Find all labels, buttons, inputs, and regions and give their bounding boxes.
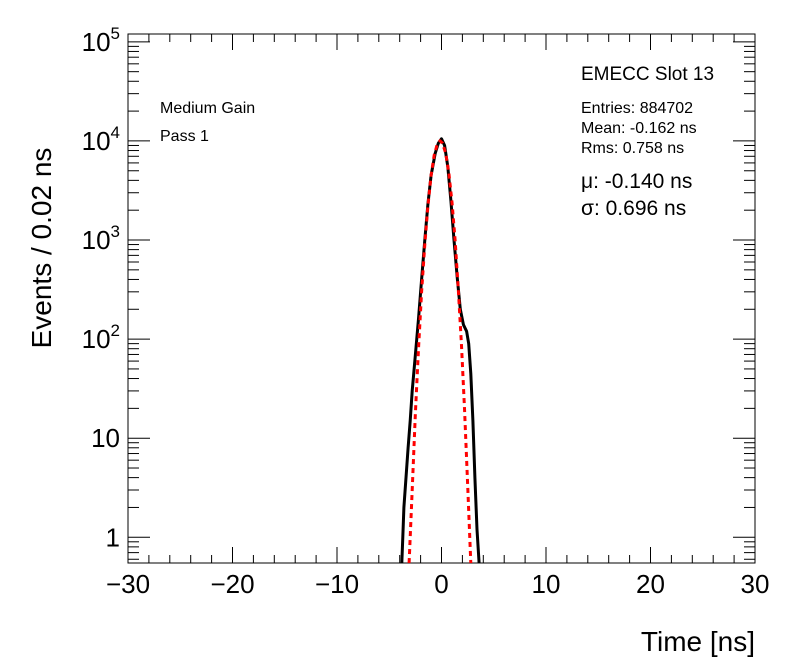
y-tick-label: 1 [106, 522, 120, 552]
x-tick-label: 20 [636, 569, 665, 599]
y-tick-label: 104 [82, 123, 120, 156]
x-tick-label: −20 [210, 569, 254, 599]
x-axis-label: Time [ns] [641, 626, 755, 657]
mu-label: μ: -0.140 ns [581, 170, 692, 193]
gain-label: Medium Gain [160, 100, 255, 117]
series-group [400, 137, 481, 564]
y-tick-label: 103 [82, 222, 120, 255]
entries-label: Entries: 884702 [581, 100, 693, 117]
mean-label: Mean: -0.162 ns [581, 120, 697, 137]
series-2-line [407, 139, 473, 564]
y-tick-label: 10 [91, 423, 120, 453]
x-tick-label: 0 [434, 569, 448, 599]
y-tick-label: 102 [82, 321, 120, 354]
x-tick-label: 10 [532, 569, 561, 599]
pass-label: Pass 1 [160, 128, 209, 145]
y-axis-label: Events / 0.02 ns [26, 148, 57, 349]
tick-labels: −30 −20 −10 0 10 20 30 1 10 102 103 104 105 [82, 24, 770, 599]
y-tick-label: 105 [82, 24, 120, 57]
axis-ticks [127, 34, 756, 563]
rms-label: Rms: 0.758 ns [581, 140, 684, 157]
x-tick-label: 30 [741, 569, 770, 599]
sigma-label: σ: 0.696 ns [581, 197, 686, 220]
x-tick-label: −10 [315, 569, 359, 599]
slot-label: EMECC Slot 13 [581, 64, 714, 85]
x-tick-label: −30 [106, 569, 150, 599]
